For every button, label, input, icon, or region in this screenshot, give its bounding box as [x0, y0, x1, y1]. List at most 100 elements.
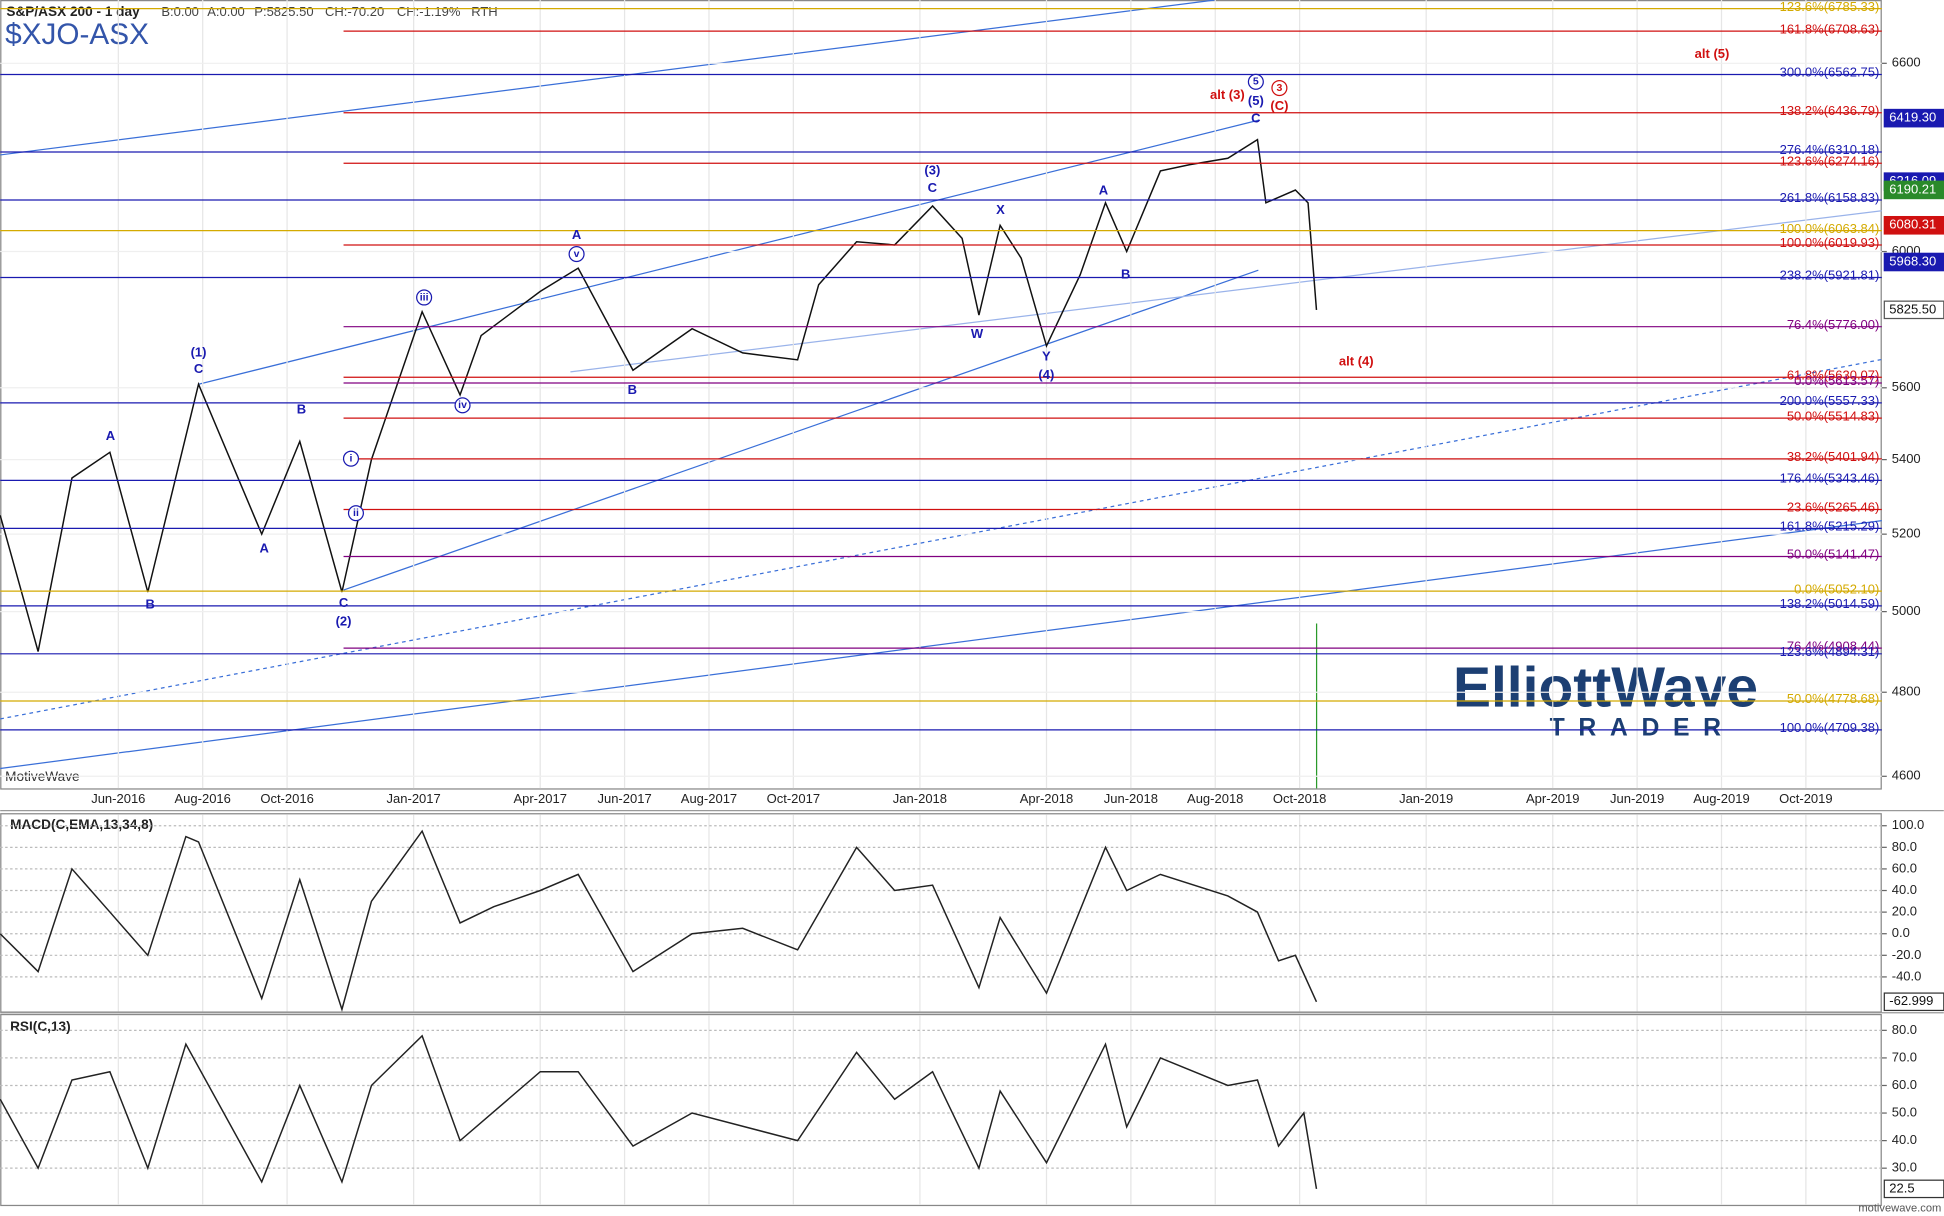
y-tick-label: 5400 [1892, 451, 1921, 466]
last-price: P:5825.50 [254, 4, 313, 19]
fib-level-label: 50.0%(5514.83) [1787, 408, 1880, 423]
x-tick-label: Oct-2018 [1273, 791, 1326, 806]
fib-level-label: 176.4%(5343.46) [1780, 471, 1880, 486]
fib-level-label: 61.8%(5630.07) [1787, 367, 1880, 382]
y-tick-label: 4800 [1892, 684, 1921, 699]
symbol: S&P/ASX 200 - 1 day [6, 4, 140, 19]
fib-level-label: 138.2%(5014.59) [1780, 596, 1880, 611]
wave-label: ii [353, 507, 359, 519]
wave-label: A [106, 428, 116, 443]
y-tick-label: 80.0 [1892, 1022, 1917, 1037]
y-tick-label: 40.0 [1892, 882, 1917, 897]
price-marker-label: 5825.50 [1889, 301, 1936, 316]
rsi-title: RSI(C,13) [10, 1019, 71, 1034]
last-value-label: -62.999 [1889, 993, 1933, 1008]
y-tick-label: 0.0 [1892, 925, 1910, 940]
wave-label: A [572, 227, 582, 242]
wave-label: C [928, 180, 938, 195]
wave-label: (3) [924, 162, 940, 177]
y-tick-label: -20.0 [1892, 947, 1922, 962]
fib-levels: 123.6%(6785.33) 161.8%(6708.63) 300.0%(656… [0, 0, 1882, 735]
wave-circle [568, 246, 585, 263]
wave-label: (1) [191, 345, 207, 360]
x-tick-label: Oct-2017 [767, 791, 820, 806]
series-line [0, 829, 1318, 1012]
series-line [0, 138, 1318, 652]
fib-level-label: 100.0%(4709.38) [1780, 720, 1880, 735]
wave-label: B [628, 382, 637, 397]
wave-circle [454, 397, 471, 414]
fib-level-label: 50.0%(4778.68) [1787, 691, 1880, 706]
wave-label: A [260, 541, 270, 556]
x-tick-label: Aug-2018 [1187, 791, 1243, 806]
y-tick-label: 100.0 [1892, 817, 1925, 832]
x-tick-label: Aug-2019 [1693, 791, 1749, 806]
wave-label: Y [1042, 348, 1051, 363]
y-tick-label: 70.0 [1892, 1049, 1917, 1064]
wave-circle [416, 289, 433, 306]
channel-line [570, 210, 1882, 373]
wave-label: iii [420, 291, 429, 303]
fib-level-label: 38.2%(5401.94) [1787, 449, 1880, 464]
y-tick-label: 20.0 [1892, 904, 1917, 919]
wave-label: (2) [336, 614, 352, 629]
x-tick-label: Jan-2018 [893, 791, 947, 806]
fib-level-label: 123.6%(6274.16) [1780, 154, 1880, 169]
series-line [0, 1034, 1318, 1189]
bid: B:0.00 [161, 4, 199, 19]
x-tick-label: Jun-2016 [91, 791, 145, 806]
y-tick-label: 5000 [1892, 603, 1921, 618]
y-tick-label: 5200 [1892, 526, 1921, 541]
fib-level-label: 76.4%(5776.00) [1787, 317, 1880, 332]
x-tick-label: Oct-2019 [1779, 791, 1832, 806]
wave-label: alt (4) [1339, 353, 1374, 368]
wave-label: B [1121, 267, 1130, 282]
x-tick-label: Oct-2016 [260, 791, 313, 806]
y-tick-label: 5600 [1892, 379, 1921, 394]
fib-level-label: 238.2%(5921.81) [1780, 268, 1880, 283]
fib-level-label: 123.6%(6785.33) [1780, 0, 1880, 14]
chart-title: $XJO-ASX [5, 18, 149, 51]
ask: A:0.00 [207, 4, 245, 19]
y-tick-label: 4600 [1892, 768, 1921, 783]
y-tick-label: 6600 [1892, 55, 1921, 70]
fib-level-label: 300.0%(6562.75) [1780, 65, 1880, 80]
fib-level-label: 76.4%(4908.44) [1787, 638, 1880, 653]
x-tick-label: Jun-2019 [1610, 791, 1664, 806]
fib-level-label: 200.0%(5557.33) [1780, 393, 1880, 408]
rsi-panel [0, 1013, 1882, 1207]
session: RTH [471, 4, 497, 19]
wave-label: (5) [1248, 93, 1264, 108]
y-tick-label: 40.0 [1892, 1132, 1917, 1147]
wave-label: B [297, 402, 306, 417]
fib-level-label: 161.8%(5215.29) [1780, 519, 1880, 534]
x-tick-label: Aug-2017 [681, 791, 737, 806]
fib-level-label: 261.8%(6158.83) [1780, 190, 1880, 205]
fib-level-label: 50.0%(5141.47) [1787, 547, 1880, 562]
y-tick-label: -40.0 [1892, 968, 1922, 983]
y-tick-label: 30.0 [1892, 1160, 1917, 1175]
fib-level-label: 0.0%(5613.57) [1794, 373, 1879, 388]
fib-level-label: 161.8%(6708.63) [1780, 21, 1880, 36]
fib-level-label: 23.6%(5265.46) [1787, 500, 1880, 515]
wave-label: C [339, 595, 349, 610]
x-tick-label: Aug-2016 [175, 791, 231, 806]
y-tick-label: 50.0 [1892, 1104, 1917, 1119]
change: CH:-70.20 [325, 4, 384, 19]
price-marker-label: 6080.31 [1889, 217, 1936, 232]
fib-level-label: 123.6%(4894.31) [1780, 644, 1880, 659]
x-tick-label: Jan-2017 [387, 791, 441, 806]
fib-level-label: 276.4%(6310.18) [1780, 142, 1880, 157]
channel-line [0, 519, 1882, 770]
x-tick-label: Jun-2018 [1104, 791, 1158, 806]
watermark-sub: TRADER [1550, 714, 1735, 741]
channel-line [198, 119, 1259, 385]
wave-label: alt (3) [1210, 87, 1245, 102]
wave-label: C [194, 361, 204, 376]
price-marker-label: 6419.30 [1889, 110, 1936, 125]
wave-label: B [145, 596, 154, 611]
change-pct: CH:-1.19% [397, 4, 461, 19]
y-tick-label: 80.0 [1892, 839, 1917, 854]
